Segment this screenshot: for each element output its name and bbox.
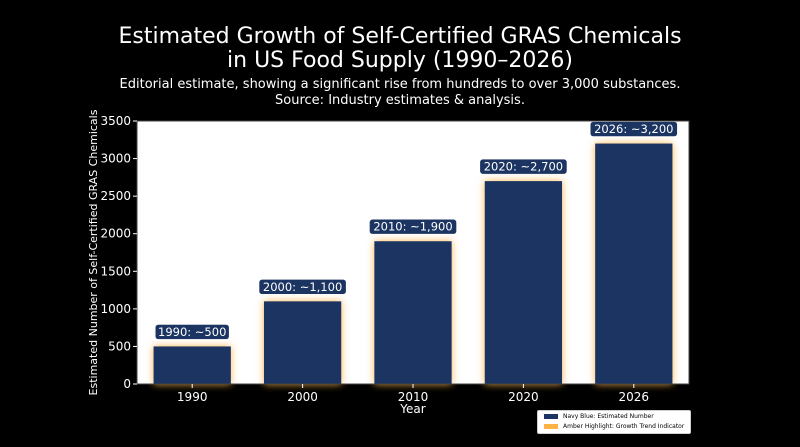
y-tick-label-0: 0 <box>123 377 131 391</box>
data-label-box-2020 <box>479 158 568 175</box>
bar-1990 <box>153 346 231 384</box>
y-tick-label-2500: 2500 <box>100 189 131 203</box>
y-tick-label-1000: 1000 <box>100 302 131 316</box>
data-label-box-1990 <box>154 324 230 340</box>
x-axis-label: Year <box>399 402 425 416</box>
y-tick-label-3000: 3000 <box>100 152 131 166</box>
chart-subtitle-line-2: Source: Industry estimates & analysis. <box>275 93 525 108</box>
bar-2026 <box>595 143 673 384</box>
data-label-2010: 2010: ~1,900 <box>373 220 452 234</box>
x-tick-label-1990: 1990 <box>177 390 208 404</box>
x-tick-label-2020: 2020 <box>508 390 539 404</box>
y-tick-label-3500: 3500 <box>100 114 131 128</box>
chart-title-line-1: Estimated Growth of Self-Certified GRAS … <box>118 24 682 49</box>
data-label-2020: 2020: ~2,700 <box>484 160 563 174</box>
data-label-2000: 2000: ~1,100 <box>263 280 342 294</box>
legend-swatch-navy <box>544 414 558 419</box>
bar-2000 <box>263 301 342 384</box>
y-tick-label-2000: 2000 <box>100 227 131 241</box>
legend-entry-estimated: Navy Blue: Estimated Number <box>544 412 654 421</box>
legend-entry-growth: Amber Highlight: Growth Trend Indicator <box>544 422 684 431</box>
data-label-box-2000 <box>258 279 347 295</box>
data-label-1990: 1990: ~500 <box>158 325 226 339</box>
chart-subtitle-line-1: Editorial estimate, showing a significan… <box>119 77 681 92</box>
data-label-box-2026 <box>589 121 678 137</box>
x-tick-label-2000: 2000 <box>287 390 318 404</box>
legend-label-estimated: Navy Blue: Estimated Number <box>563 413 654 420</box>
y-tick-label-500: 500 <box>108 339 131 353</box>
chart-legend: Navy Blue: Estimated Number Amber Highli… <box>537 410 691 434</box>
data-label-box-2010 <box>369 218 457 235</box>
y-tick-label-1500: 1500 <box>100 264 131 278</box>
data-label-2026: 2026: ~3,200 <box>594 122 673 136</box>
y-axis-label: Estimated Number of Self-Certified GRAS … <box>87 109 100 395</box>
x-tick-label-2026: 2026 <box>619 390 650 404</box>
legend-label-growth: Amber Highlight: Growth Trend Indicator <box>563 423 685 430</box>
bar-2010 <box>374 241 452 384</box>
chart-title-line-2: in US Food Supply (1990–2026) <box>227 48 573 73</box>
x-tick-label-2010: 2010 <box>398 390 429 404</box>
bar-2020 <box>484 181 563 384</box>
legend-swatch-amber <box>544 424 558 429</box>
